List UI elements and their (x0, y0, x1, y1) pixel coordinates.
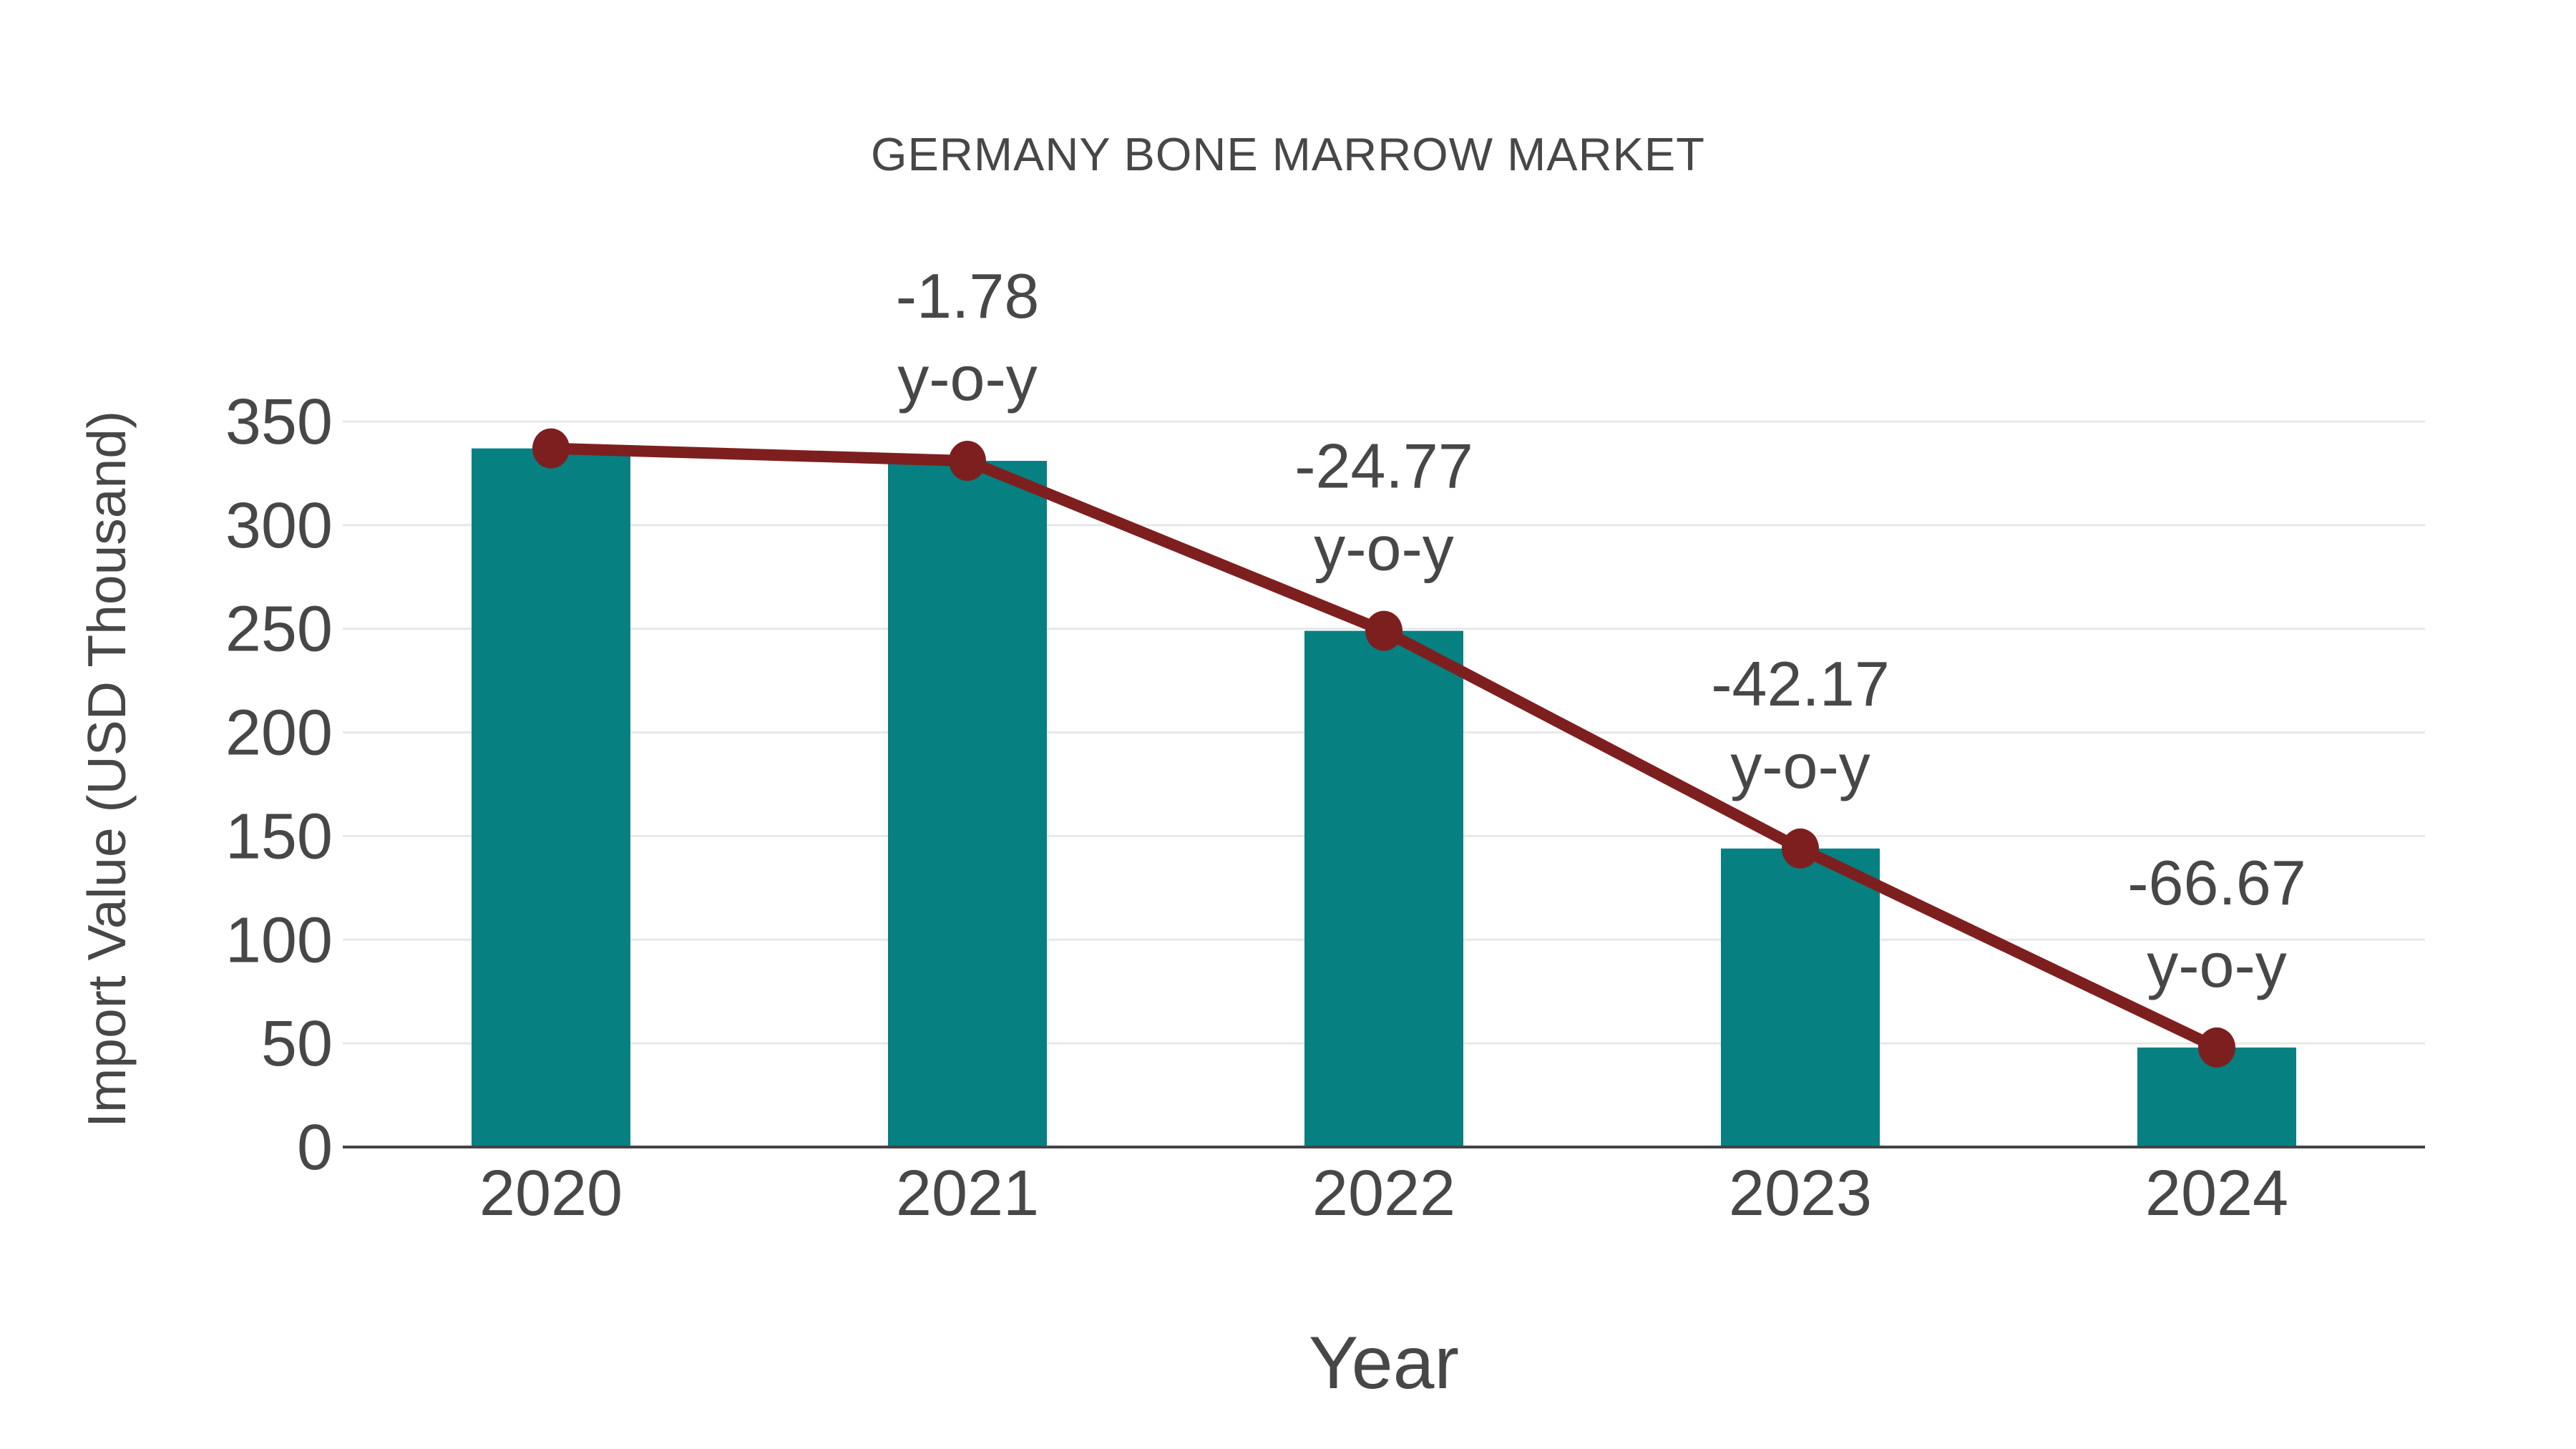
marker-2023 (1782, 828, 1819, 869)
y-tick-0: 0 (297, 1112, 333, 1184)
x-tick-2022: 2022 (1312, 1158, 1455, 1229)
y-tick-250: 250 (225, 594, 333, 665)
annotation-value-2023: -42.17 (1711, 648, 1890, 719)
marker-2022 (1365, 610, 1402, 651)
annotation-label-2023: y-o-y (1730, 731, 1870, 801)
annotation-value-2022: -24.77 (1294, 431, 1473, 502)
y-tick-labels: 0 50 100 150 200 250 300 350 (225, 386, 333, 1184)
yoy-annotations: -1.78 y-o-y -24.77 y-o-y -42.17 y-o-y -66.67 y-… (896, 260, 2306, 1000)
bar-2023 (1721, 848, 1880, 1147)
annotation-value-2024: -66.67 (2127, 847, 2306, 918)
annotation-label-2021: y-o-y (897, 343, 1038, 414)
x-tick-2023: 2023 (1729, 1158, 1872, 1229)
x-tick-2021: 2021 (896, 1158, 1039, 1229)
y-tick-50: 50 (261, 1008, 333, 1080)
bars (472, 448, 2296, 1147)
x-tick-2020: 2020 (479, 1158, 623, 1229)
bar-2020 (472, 448, 630, 1147)
y-axis-title: Import Value (USD Thousand) (77, 411, 137, 1128)
marker-2024 (2198, 1027, 2235, 1068)
annotation-value-2021: -1.78 (896, 260, 1040, 331)
annotation-label-2022: y-o-y (1314, 513, 1454, 584)
bar-2021 (888, 461, 1047, 1147)
y-tick-150: 150 (225, 801, 333, 872)
y-tick-350: 350 (225, 386, 333, 458)
line-markers (532, 428, 2235, 1068)
y-tick-100: 100 (225, 904, 333, 976)
annotation-label-2024: y-o-y (2147, 930, 2287, 1000)
y-tick-300: 300 (225, 490, 333, 562)
chart-title: GERMANY BONE MARROW MARKET (871, 128, 1705, 180)
x-tick-2024: 2024 (2145, 1158, 2288, 1229)
y-tick-200: 200 (225, 698, 333, 769)
marker-2021 (949, 441, 986, 482)
marker-2020 (532, 428, 570, 469)
bar-2022 (1304, 630, 1463, 1147)
x-axis-title: Year (1309, 1322, 1459, 1405)
x-tick-labels: 2020 2021 2022 2023 2024 (479, 1158, 2288, 1229)
